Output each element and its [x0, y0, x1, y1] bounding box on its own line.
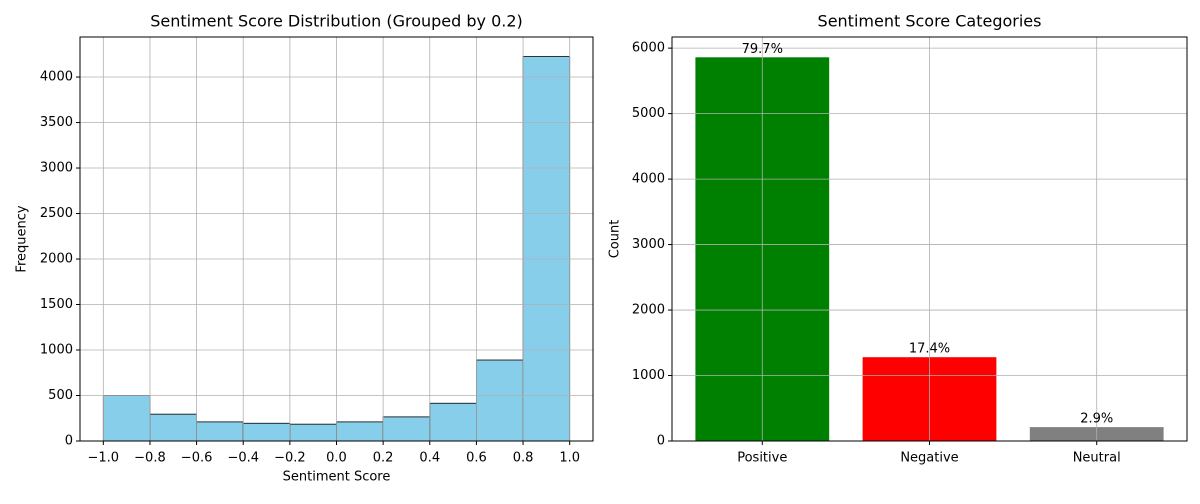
histogram-bar	[102, 395, 151, 442]
x-tick-label: −0.6	[181, 451, 213, 466]
y-tick-label: 5000	[632, 106, 665, 121]
histogram-bar	[242, 422, 291, 442]
plot-frame	[79, 36, 594, 442]
x-axis-label: Sentiment Score	[283, 470, 391, 485]
y-tick-label: 4000	[40, 70, 73, 85]
x-tick-label: −0.2	[274, 451, 306, 466]
y-tick-label: 2000	[40, 252, 73, 267]
y-axis-label: Count	[608, 220, 623, 259]
x-tick-label: 0.8	[513, 451, 534, 466]
x-tick-label: 0.4	[419, 451, 440, 466]
y-tick-label: 1000	[40, 343, 73, 358]
data-label: 2.9%	[1080, 412, 1113, 427]
x-tick-label: Negative	[900, 451, 958, 466]
plot-frame	[671, 36, 1188, 442]
x-tick-label: −1.0	[88, 451, 120, 466]
x-tick-label: −0.8	[134, 451, 166, 466]
histogram-bar	[476, 359, 524, 442]
y-tick-label: 3000	[632, 237, 665, 252]
x-tick-label: 0.0	[326, 451, 347, 466]
x-tick-label: 0.6	[466, 451, 487, 466]
y-tick-label: 3000	[40, 161, 73, 176]
histogram-bar	[149, 413, 197, 442]
histogram-bar	[382, 416, 431, 442]
y-tick-label: 500	[48, 388, 73, 403]
y-tick-label: 0	[657, 434, 665, 449]
chart-title: Sentiment Score Distribution (Grouped by…	[150, 12, 523, 31]
x-tick-label: 0.2	[373, 451, 394, 466]
y-tick-label: 0	[65, 434, 73, 449]
x-tick-label: −0.4	[227, 451, 259, 466]
x-tick-label: Neutral	[1073, 451, 1121, 466]
data-label: 17.4%	[909, 342, 950, 357]
y-tick-label: 4000	[632, 172, 665, 187]
x-tick-label: Positive	[737, 451, 787, 466]
chart-title: Sentiment Score Categories	[818, 12, 1042, 31]
data-label: 79.7%	[742, 42, 783, 57]
y-tick-label: 1500	[40, 297, 73, 312]
x-tick-label: 1.0	[559, 451, 580, 466]
histogram-bar	[336, 421, 384, 442]
y-tick-label: 2000	[632, 303, 665, 318]
y-tick-label: 2500	[40, 206, 73, 221]
y-tick-label: 3500	[40, 115, 73, 130]
histogram-bar	[522, 56, 571, 442]
histogram-bar	[289, 423, 337, 442]
y-tick-label: 1000	[632, 368, 665, 383]
y-tick-label: 6000	[632, 41, 665, 56]
y-axis-label: Frequency	[15, 205, 30, 272]
histogram-bar	[196, 421, 244, 442]
histogram-bar	[429, 402, 477, 442]
